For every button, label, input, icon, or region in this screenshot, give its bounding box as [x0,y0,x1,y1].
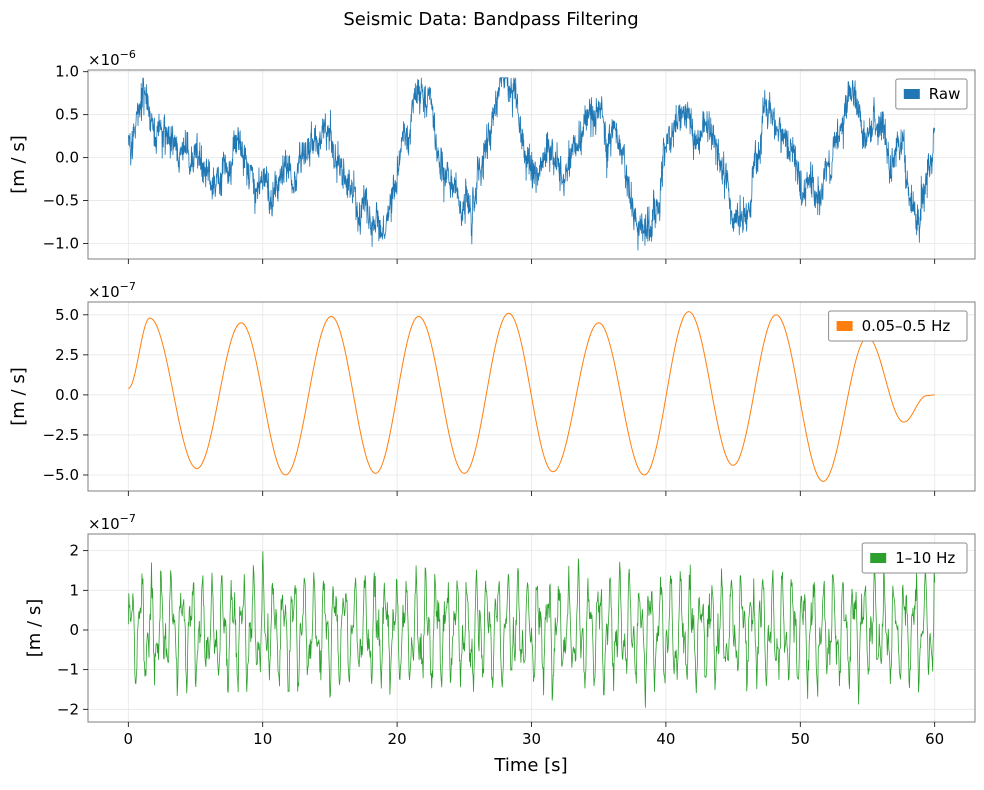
axis-offset-text: ×10−6 [88,48,136,69]
x-tick-label: 10 [253,730,272,748]
legend-box [861,542,968,574]
legend: Raw [895,78,968,110]
legend-box [895,78,968,110]
axis-offset-text: ×10−7 [88,280,136,301]
x-axis-label: Time [s] [493,755,567,776]
y-axis-label: [m / s] [8,135,29,193]
axis-offset-text: ×10−7 [88,512,136,533]
x-tick-label: 30 [522,730,541,748]
y-axis-label: [m / s] [8,367,29,425]
axis-offset-exponent: −6 [120,48,136,61]
legend-box [828,310,968,342]
y-tick-label: −1.0 [43,235,79,253]
y-tick-label: 2 [69,542,79,560]
x-tick-label: 60 [925,730,944,748]
legend-swatch [903,89,920,99]
legend: 0.05–0.5 Hz [828,310,968,342]
panel-2: −5.0 −2.5 0.0 2.5 5.0 ×10−7 [m / s] 0.05–0.5 Hz [8,280,976,496]
grid [88,70,975,259]
legend-swatch [870,553,887,563]
y-tick-label: 5.0 [55,306,79,324]
legend-swatch [836,321,853,331]
y-tick-label: 0 [69,621,79,639]
y-axis-label: [m / s] [24,599,45,657]
x-tick-label: 50 [791,730,810,748]
x-tick-label: 40 [656,730,675,748]
panel-3: 0 10 20 30 40 50 60 −2 −1 0 1 2 ×10−7 [m / s] 1–10 Hz [24,512,976,748]
axis-offset-exponent: −7 [120,280,136,293]
y-tick-label: −5.0 [43,466,79,484]
panel-1: −1.0 −0.5 0.0 0.5 1.0 ×10−6 [m / s] Raw [8,48,976,264]
legend-label: 0.05–0.5 Hz [862,317,951,335]
x-tick-label: 0 [124,730,134,748]
y-tick-label: 1 [69,581,79,599]
series-line [127,77,936,251]
legend: 1–10 Hz [861,542,968,574]
y-tick-label: 1.0 [55,63,79,81]
y-tick-label: 0.5 [55,106,79,124]
y-tick-label: 2.5 [55,346,79,364]
y-tick-label: 0.0 [55,386,79,404]
x-tick-label: 20 [388,730,407,748]
figure-title: Seismic Data: Bandpass Filtering [343,9,638,30]
y-tick-label: −2.5 [43,426,79,444]
legend-label: Raw [929,85,961,103]
series-line [128,311,935,482]
legend-label: 1–10 Hz [895,549,955,567]
y-tick-label: −2 [57,700,79,718]
y-tick-label: −0.5 [43,192,79,210]
series-line [127,551,936,708]
axis-offset-exponent: −7 [120,512,136,525]
y-tick-label: 0.0 [55,149,79,167]
y-tick-label: −1 [57,661,79,679]
